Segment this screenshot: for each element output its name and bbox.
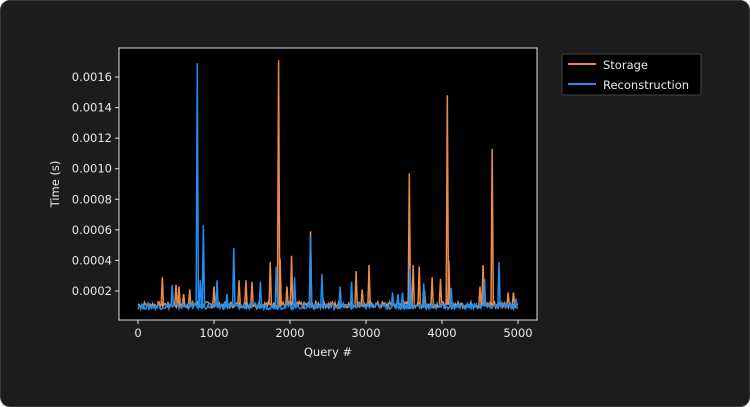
x-tick-label: 3000 — [351, 326, 380, 340]
y-tick-label: 0.0012 — [72, 131, 112, 145]
y-axis-label: Time (s) — [48, 161, 62, 209]
spike-mark — [482, 278, 487, 307]
spike-mark — [215, 280, 219, 307]
spike-mark — [308, 235, 313, 307]
spike-mark — [274, 266, 279, 307]
spike-mark — [187, 289, 192, 305]
spike-mark — [289, 255, 294, 305]
spike-mark — [276, 60, 281, 305]
spike-mark — [174, 284, 178, 305]
spike-mark — [231, 248, 236, 307]
spike-mark — [181, 293, 186, 305]
spike-mark — [445, 95, 450, 305]
spike-mark — [360, 289, 365, 305]
spike-mark — [285, 286, 289, 305]
y-tick-label: 0.0016 — [72, 70, 112, 84]
spike-mark — [513, 298, 518, 307]
spike-mark — [478, 286, 482, 305]
y-tick-label: 0.0008 — [72, 192, 112, 206]
spike-mark — [449, 287, 454, 307]
spike-mark — [354, 271, 359, 305]
spike-mark — [201, 225, 206, 307]
spike-mark — [225, 293, 229, 307]
x-tick-label: 1000 — [199, 326, 228, 340]
plot-frame — [118, 47, 538, 321]
y-tick-label: 0.0014 — [72, 101, 112, 115]
series-reconstruction — [137, 63, 519, 312]
spike-mark — [320, 274, 324, 307]
spike-mark — [400, 292, 405, 307]
x-axis-label: Query # — [304, 345, 352, 359]
legend-box — [561, 53, 702, 96]
spike-mark — [490, 148, 495, 305]
spike-mark — [511, 292, 516, 305]
spike-mark — [367, 264, 371, 305]
spike-mark — [396, 293, 400, 307]
plot-area — [119, 48, 537, 320]
spike-mark — [446, 260, 451, 305]
y-tick-label: 0.0010 — [72, 162, 112, 176]
x-tick-label: 2000 — [275, 326, 304, 340]
spike-mark — [244, 280, 248, 305]
spike-mark — [408, 268, 412, 307]
spike-mark — [390, 292, 395, 307]
spike-mark — [195, 63, 200, 307]
spike-mark — [497, 261, 501, 307]
spike-mark — [212, 286, 216, 305]
spike-mark — [506, 292, 511, 305]
y-axis: 0.0002 0.0004 0.0006 0.0008 0.0010 0.0012 0.00… — [72, 70, 119, 298]
x-tick-label: 4000 — [427, 326, 456, 340]
spike-mark — [338, 286, 343, 307]
spike-mark — [160, 277, 165, 305]
spike-mark — [198, 280, 203, 307]
spike-mark — [411, 264, 416, 305]
spike-mark — [237, 280, 241, 305]
spike-mark — [438, 278, 443, 305]
spike-mark — [170, 284, 175, 307]
x-axis: 0 1000 2000 3000 4000 5000 — [134, 320, 533, 340]
y-tick-label: 0.0002 — [72, 284, 112, 298]
x-tick-label: 0 — [134, 326, 141, 340]
series-layer — [137, 60, 519, 312]
spike-mark — [278, 258, 283, 305]
spike-mark — [430, 277, 435, 305]
legend-label-storage: Storage — [603, 58, 648, 72]
y-tick-label: 0.0004 — [72, 253, 112, 267]
spike-mark — [349, 281, 354, 307]
spike-mark — [177, 286, 181, 305]
spike-mark — [258, 281, 263, 307]
y-tick-label: 0.0006 — [72, 223, 112, 237]
spike-mark — [417, 266, 422, 305]
spike-mark — [268, 261, 273, 305]
spike-mark — [292, 277, 297, 307]
x-tick-label: 5000 — [503, 326, 532, 340]
legend: Storage Reconstruction — [561, 53, 702, 96]
spike-mark — [250, 281, 254, 305]
legend-label-reconstruction: Reconstruction — [603, 78, 689, 92]
spike-mark — [421, 283, 426, 307]
spike-mark — [407, 173, 412, 305]
